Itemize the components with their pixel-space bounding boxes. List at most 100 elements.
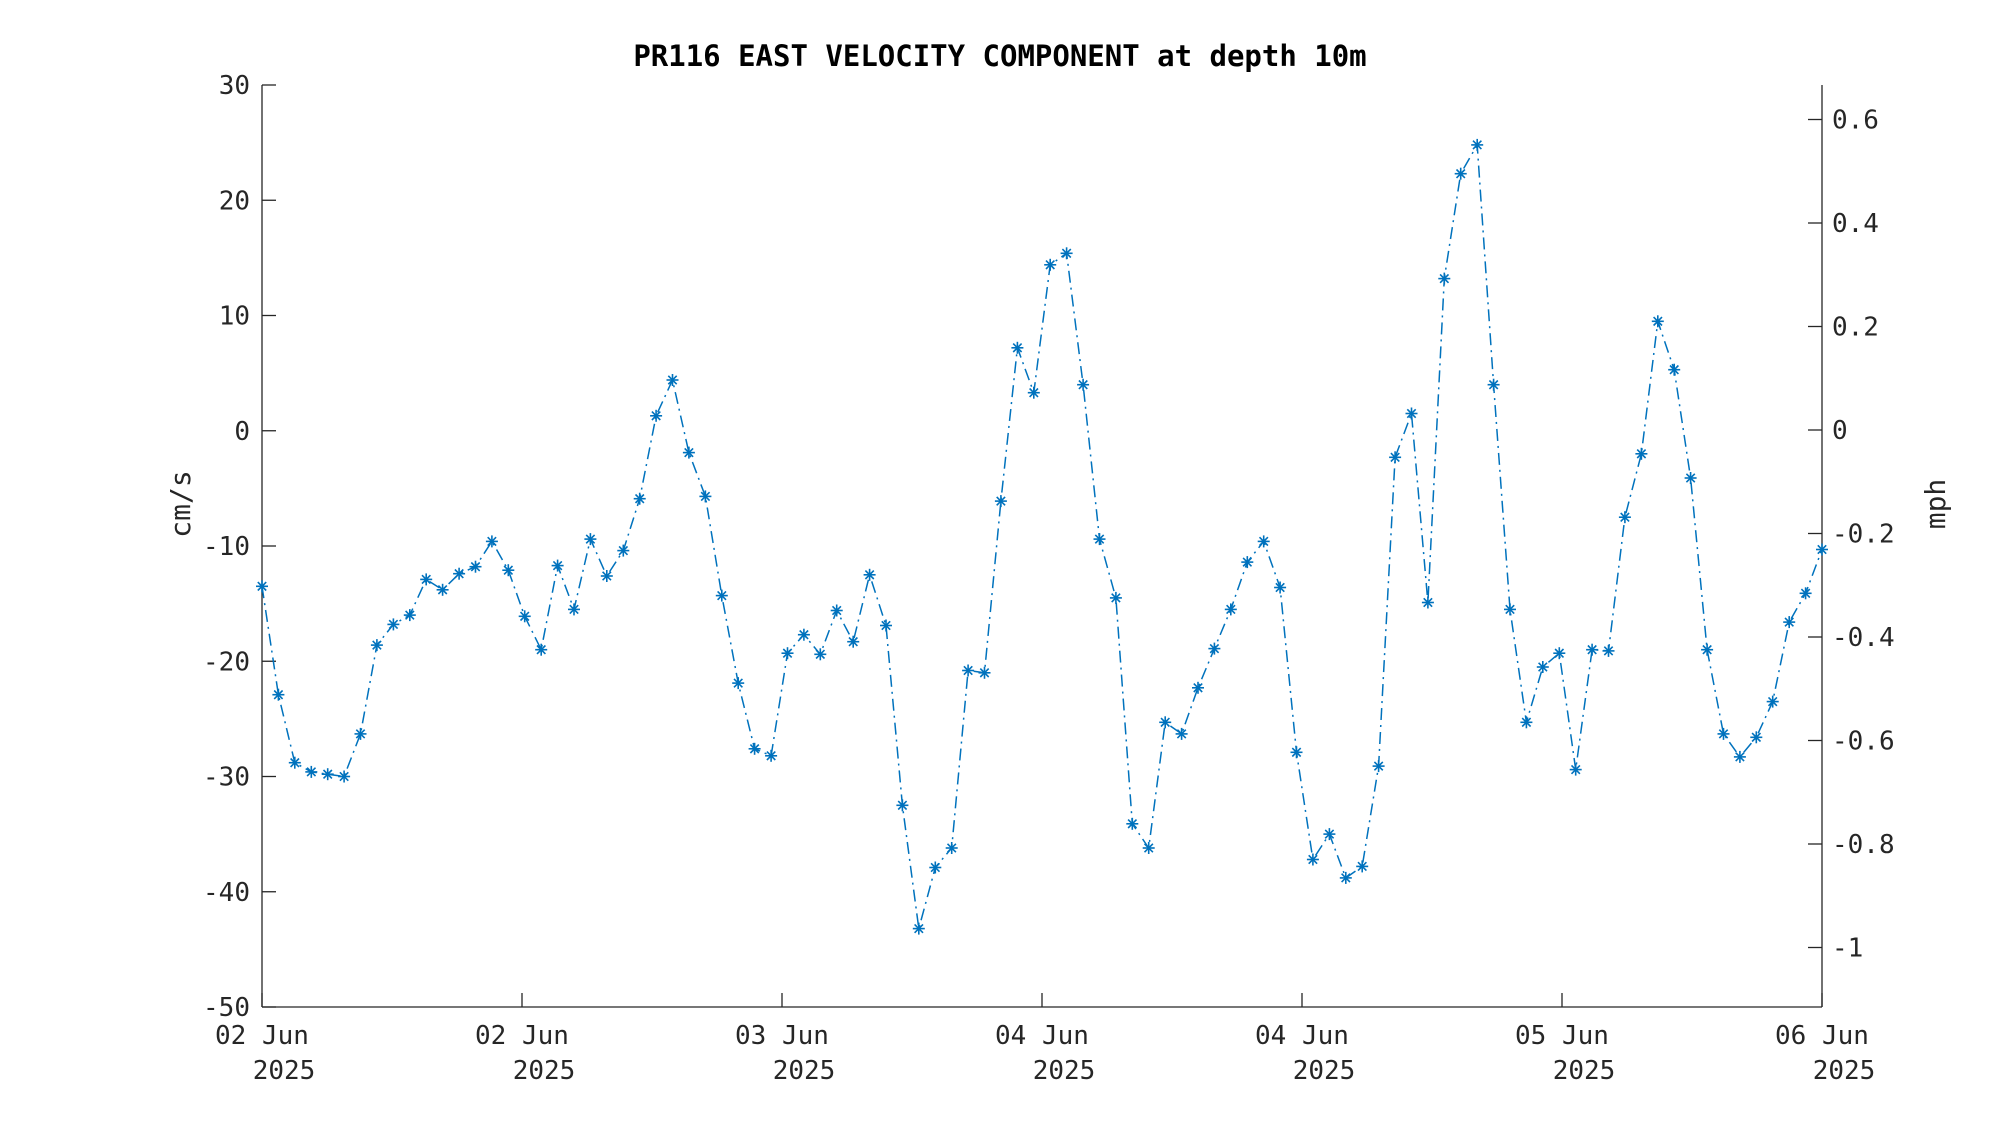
data-point [305,765,318,778]
data-point [551,559,564,572]
data-point [1618,511,1631,524]
data-point [1536,661,1549,673]
data-point [732,677,745,690]
x-tick-label-year: 2025 [513,1056,576,1086]
data-point [1454,167,1467,180]
data-point [682,446,695,459]
data-point [1487,378,1500,391]
data-point [1192,681,1204,694]
data-point [1027,386,1040,399]
data-point [863,568,876,581]
data-point [370,639,383,652]
data-point [584,533,597,546]
data-point [1553,647,1566,660]
data-point [617,544,630,557]
data-point [1339,871,1352,884]
x-tick-label-day: 05 Jun [1515,1021,1609,1051]
data-point [256,580,268,593]
data-point [1011,341,1024,354]
data-point [847,635,860,648]
data-point [453,567,466,580]
y-tick-label-left: 30 [219,71,250,101]
data-point [1060,247,1073,260]
data-point [568,603,580,616]
y-tick-label-left: 20 [219,186,250,216]
data-point [1520,716,1533,729]
x-tick-label-day: 02 Jun [475,1021,569,1051]
data-point [1142,842,1155,854]
data-point [1109,591,1122,604]
data-point [1717,727,1730,740]
data-point [600,570,613,582]
data-point [1438,272,1451,285]
data-point [830,604,843,617]
data-point [321,768,334,781]
chart-title: PR116 EAST VELOCITY COMPONENT at depth 1… [633,39,1366,73]
data-point [1389,451,1402,464]
series-line-group [261,142,1823,929]
data-point [338,770,351,783]
data-point [1208,642,1221,655]
y-tick-label-right: -0.2 [1832,520,1895,550]
y-tick-label-left: -40 [203,878,250,908]
data-point [1651,315,1664,328]
x-tick-label-day: 04 Jun [1255,1021,1349,1051]
data-point [436,583,449,596]
data-point [1733,750,1746,763]
data-point [814,648,827,661]
data-point [1241,556,1254,569]
y-tick-label-right: -1 [1832,934,1863,964]
data-point [1783,616,1796,629]
data-point [797,628,810,641]
y-tick-label-right: 0.6 [1832,106,1879,136]
data-point [469,560,482,573]
x-tick-label-day: 03 Jun [735,1021,829,1051]
data-point [765,749,778,762]
data-point [518,610,531,623]
y-tick-label-right: 0.4 [1832,209,1879,239]
y-tick-label-right: -0.8 [1832,830,1895,860]
data-point [1750,731,1763,744]
y-tick-label-left: -50 [203,993,250,1023]
axes: 30 20 10 0 -10 -20 -30 -40 -50 0.6 0.4 0.2 0 -0.2 -0.4… [203,71,1895,1086]
data-point [1274,581,1287,594]
data-point [1356,860,1369,873]
y-tick-label-right: -0.4 [1832,623,1895,653]
data-point [994,495,1007,508]
x-tick-label-year: 2025 [773,1056,836,1086]
data-point [1323,828,1336,841]
data-point [715,589,728,602]
data-point [1306,853,1319,866]
data-point [387,618,400,631]
x-tick-label-year: 2025 [1033,1056,1096,1086]
data-point [666,374,679,386]
data-point [633,492,646,505]
data-point [1684,472,1697,484]
data-point [403,609,416,622]
y-tick-label-left: -30 [203,763,250,793]
data-point [1405,407,1418,420]
data-point [699,490,712,503]
data-point [1668,363,1681,376]
data-point [535,643,548,656]
y-tick-label-right: -0.6 [1832,727,1895,757]
data-point [929,861,942,874]
y-tick-label-right: 0.2 [1832,313,1879,343]
series-line [261,142,1823,929]
data-point [978,666,991,679]
data-point [1766,695,1779,708]
data-point [650,409,663,422]
data-point [1224,603,1237,616]
x-tick-label-day: 04 Jun [995,1021,1089,1051]
data-point [1569,763,1582,776]
data-markers [256,138,1828,935]
x-tick-label-day: 02 Jun [215,1021,309,1051]
data-point [912,922,925,935]
data-point [1471,138,1484,151]
y-tick-label-left: 10 [219,302,250,332]
data-point [1421,596,1434,609]
y-axis-label-right: mph [1919,479,1952,530]
data-point [1816,543,1828,556]
data-point [945,842,958,854]
